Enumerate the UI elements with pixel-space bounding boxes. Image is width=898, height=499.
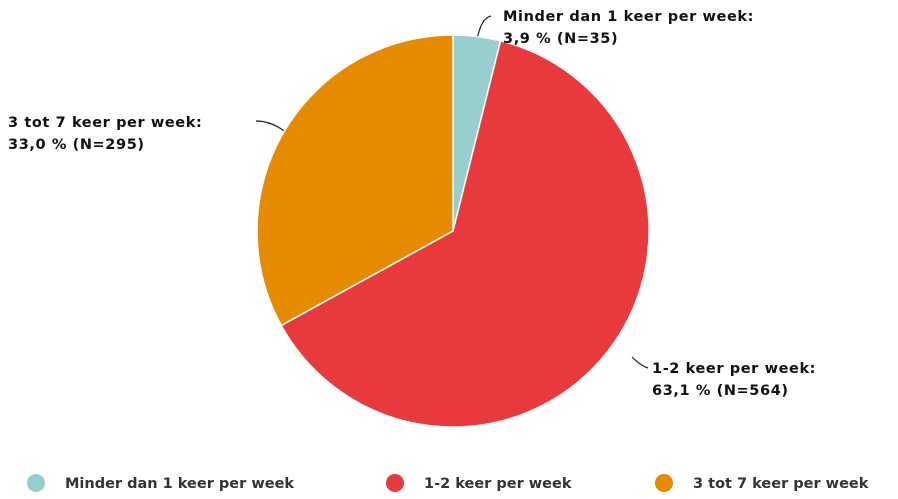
pie-slice bbox=[256, 34, 454, 327]
legend-label: Minder dan 1 keer per week bbox=[65, 476, 294, 492]
data-label: 63,1 % (N=564) bbox=[652, 383, 789, 399]
data-label: 33,0 % (N=295) bbox=[8, 137, 145, 153]
leader-line bbox=[255, 120, 285, 132]
legend-swatch bbox=[27, 474, 45, 492]
legend-label: 3 tot 7 keer per week bbox=[693, 476, 869, 492]
legend-swatch bbox=[386, 474, 404, 492]
data-label: Minder dan 1 keer per week: bbox=[503, 9, 754, 25]
legend-swatch bbox=[655, 474, 673, 492]
pie-slice bbox=[280, 39, 650, 428]
leader-line bbox=[631, 356, 649, 369]
data-label: 1-2 keer per week: bbox=[652, 361, 816, 377]
data-label: 3,9 % (N=35) bbox=[503, 31, 618, 47]
data-label: 3 tot 7 keer per week: bbox=[8, 115, 202, 131]
legend-label: 1-2 keer per week bbox=[424, 476, 572, 492]
